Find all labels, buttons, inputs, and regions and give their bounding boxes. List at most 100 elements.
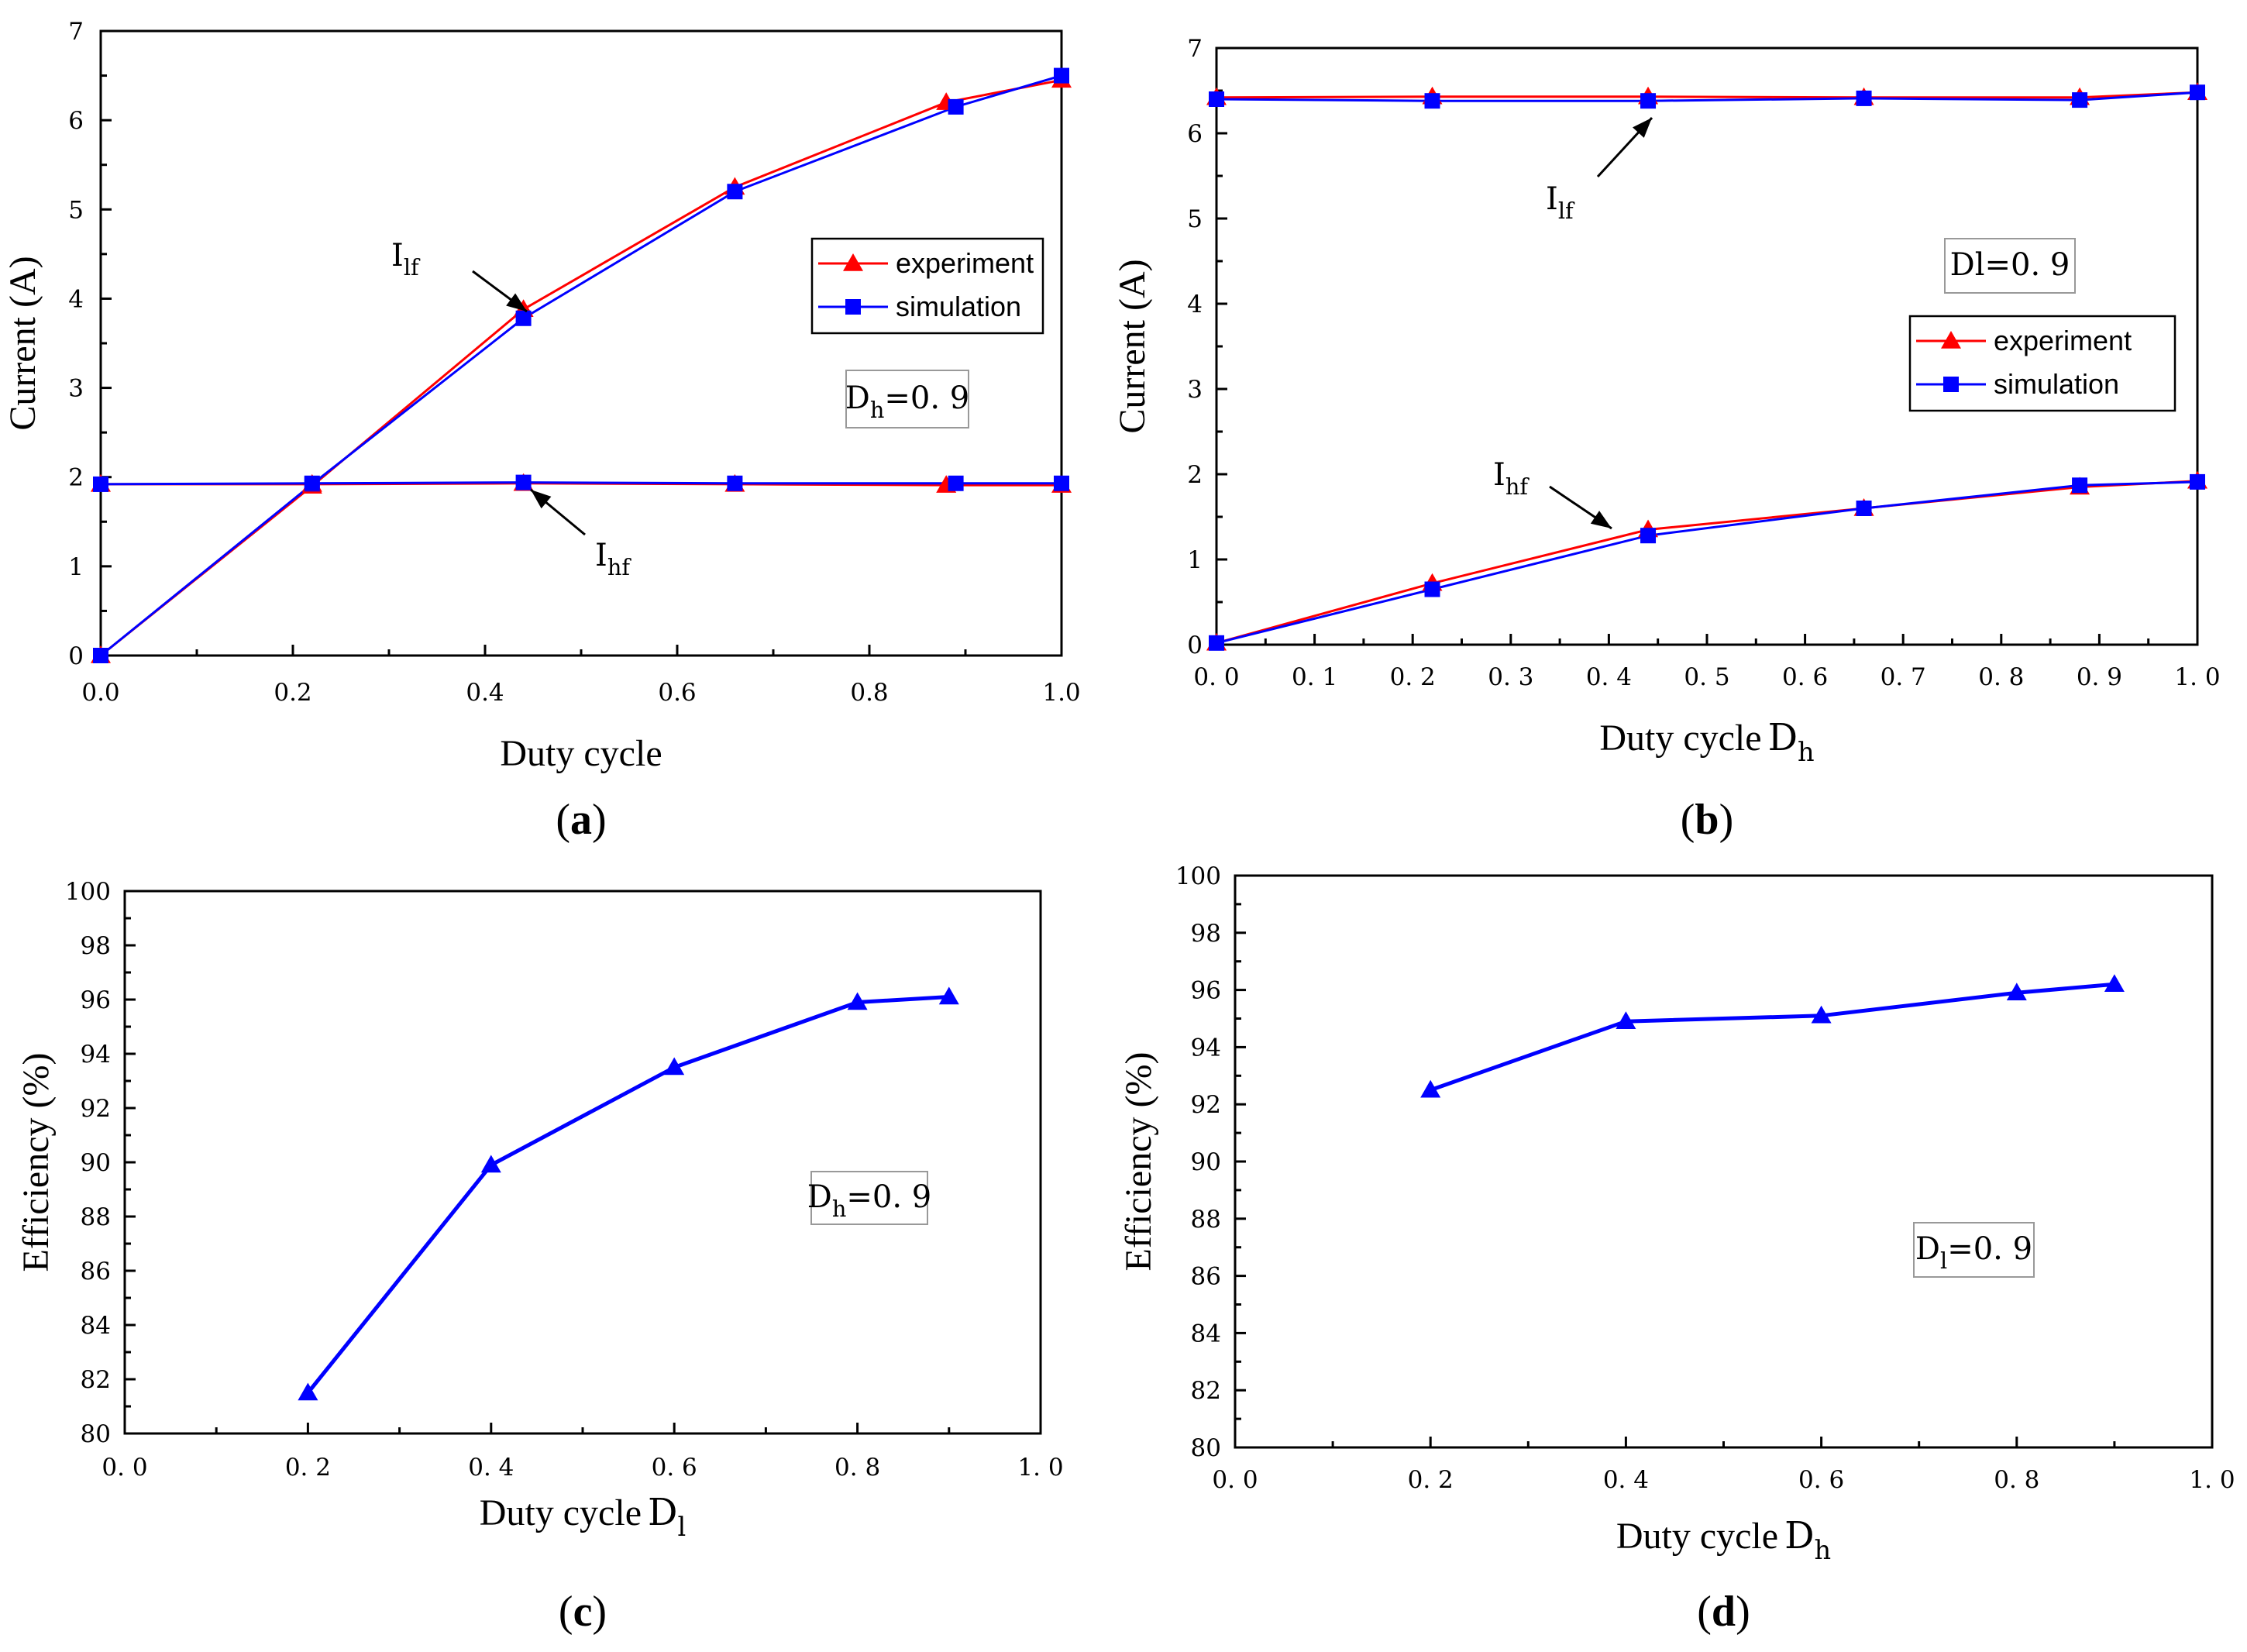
data-point-a-1-5	[1054, 67, 1069, 84]
legend-marker-experiment	[1941, 331, 1961, 349]
data-point-b-1-0	[1209, 91, 1224, 107]
data-point-b-1-2	[1640, 93, 1657, 109]
x-tick-label-a: 0.0	[81, 679, 119, 707]
series-line-b-3	[1216, 480, 2198, 645]
y-axis-title-c: Efficiency (%)	[15, 1053, 57, 1272]
data-point-a-3-3	[727, 475, 743, 491]
data-point-b-3-3	[1856, 501, 1872, 516]
x-tick-label-b: 0. 7	[1881, 663, 1926, 691]
data-point-a-1-2	[515, 310, 532, 326]
data-point-a-1-0	[93, 648, 108, 663]
note-box-a	[845, 370, 969, 428]
annotation-arrow-a-hf-head	[531, 490, 552, 509]
x-tick-label-c: 0. 4	[468, 1454, 514, 1482]
x-axis-title-b: Duty cycle Dh	[1599, 716, 1814, 767]
y-tick-label-c: 98	[81, 932, 111, 960]
y-axis-title-a: Current (A)	[2, 256, 43, 430]
y-tick-label-d: 82	[1191, 1377, 1221, 1405]
x-tick-label-b: 0. 6	[1782, 663, 1828, 691]
panel-label-c: (c)	[559, 1588, 607, 1636]
x-tick-label-d: 0. 2	[1408, 1466, 1454, 1494]
y-tick-label-c: 84	[81, 1312, 111, 1340]
data-point-a-3-1	[304, 475, 320, 491]
series-line-a-3	[100, 481, 1062, 486]
data-point-d-0-1	[1616, 1011, 1636, 1029]
plot-frame-a	[99, 29, 1063, 657]
x-tick-label-b: 0. 5	[1684, 663, 1729, 691]
data-point-b-3-4	[2072, 477, 2088, 494]
annotation-arrow-b-lf-head	[1633, 118, 1652, 138]
x-tick-label-d: 0. 4	[1603, 1466, 1649, 1494]
note-box-b	[1944, 238, 2076, 294]
y-tick-label-d: 88	[1191, 1206, 1221, 1234]
x-tick-label-c: 0. 8	[834, 1454, 880, 1482]
data-point-d-0-0	[1420, 1079, 1441, 1098]
y-tick-label-c: 100	[65, 878, 111, 906]
x-tick-label-b: 0. 3	[1488, 663, 1533, 691]
y-tick-label-c: 96	[81, 986, 111, 1014]
x-tick-label-b: 0. 0	[1193, 663, 1239, 691]
x-tick-label-a: 0.2	[274, 679, 311, 707]
data-point-d-0-3	[2006, 983, 2027, 1001]
x-tick-label-b: 0. 1	[1292, 663, 1337, 691]
note-text-b: Dl=0. 9	[1950, 247, 2070, 283]
data-point-c-0-1	[480, 1155, 501, 1173]
legend-box-a	[810, 237, 1044, 335]
y-tick-label-b: 5	[1187, 205, 1203, 233]
panel-b: 0 1 2 3 4 5 6 7 0. 0 0. 1 0. 2 0. 3 0. 4 0. 5 0. 6 0. 7…	[1112, 35, 2221, 844]
x-tick-label-b: 0. 9	[2077, 663, 2122, 691]
data-point-b-3-5	[2190, 473, 2205, 490]
x-tick-label-d: 1. 0	[2189, 1466, 2235, 1494]
y-tick-label-d: 80	[1191, 1434, 1221, 1462]
y-tick-label-c: 92	[81, 1095, 111, 1123]
x-tick-label-d: 0. 0	[1212, 1466, 1258, 1494]
x-tick-label-c: 0. 6	[652, 1454, 697, 1482]
y-tick-label-d: 92	[1191, 1091, 1221, 1119]
x-axis-title-c: Duty cycle Dl	[480, 1491, 686, 1542]
data-point-b-3-2	[1640, 528, 1657, 544]
annotation-a-hf: Ihf	[595, 538, 631, 580]
series-line-b-1	[1216, 91, 2198, 102]
annotation-b-lf: Ilf	[1546, 181, 1575, 224]
x-tick-label-d: 0. 6	[1798, 1466, 1844, 1494]
x-tick-label-a: 0.4	[466, 679, 504, 707]
y-tick-label-b: 6	[1187, 120, 1203, 148]
note-box-c	[810, 1171, 928, 1225]
legend-b: experiment simulation	[1908, 315, 2176, 412]
x-tick-label-b: 0. 8	[1978, 663, 2024, 691]
y-tick-label-a: 5	[68, 196, 84, 224]
panel-a: 0 1 2 3 4 5 6 7 0.0 0.2 0.4 0.6 0.8 1.0 Duty cycle Curr…	[2, 18, 1081, 844]
data-point-a-3-0	[93, 476, 108, 492]
y-tick-label-a: 7	[68, 18, 84, 46]
data-point-b-1-4	[2072, 92, 2088, 108]
data-point-b-3-1	[1424, 581, 1440, 597]
legend-marker-experiment	[843, 253, 863, 271]
data-point-c-0-0	[298, 1382, 318, 1401]
panel-c: 80 82 84 86 88 90 92 94 96 98 100 0. 0 0. 2 0. 4 0. 6 0…	[15, 878, 1064, 1636]
data-point-d-0-4	[2104, 974, 2125, 992]
y-tick-label-d: 84	[1191, 1320, 1221, 1347]
note-text-c: Dh=0. 9	[807, 1179, 931, 1222]
y-tick-label-a: 1	[68, 553, 84, 581]
x-tick-label-a: 0.8	[850, 679, 888, 707]
y-tick-label-d: 96	[1191, 977, 1221, 1005]
y-tick-label-c: 86	[81, 1258, 111, 1285]
data-point-a-3-4	[948, 475, 964, 491]
y-tick-label-d: 86	[1191, 1263, 1221, 1291]
note-text-a: Dh=0. 9	[845, 380, 969, 423]
legend-box-b	[1908, 315, 2176, 412]
series-line-b-2	[1216, 480, 2198, 645]
plot-frame-c	[123, 890, 1042, 1435]
y-axis-title-d: Efficiency (%)	[1118, 1052, 1159, 1272]
y-tick-label-b: 3	[1187, 376, 1203, 404]
panel-label-d: (d)	[1697, 1588, 1750, 1636]
y-tick-label-c: 90	[81, 1149, 111, 1177]
note-box-d	[1913, 1222, 2035, 1278]
y-axis-title-b: Current (A)	[1112, 259, 1153, 433]
data-point-b-1-1	[1424, 93, 1440, 109]
data-point-c-0-3	[847, 992, 868, 1010]
x-axis-title-a: Duty cycle	[500, 733, 662, 774]
legend-label-experiment: experiment	[1994, 325, 2132, 356]
y-tick-label-b: 1	[1187, 546, 1203, 574]
panel-label-b: (b)	[1681, 796, 1733, 844]
